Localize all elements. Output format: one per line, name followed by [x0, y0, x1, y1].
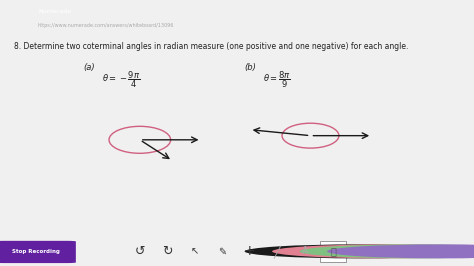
Text: ↻: ↻ [162, 245, 173, 258]
Circle shape [300, 244, 474, 258]
Text: $\theta = \dfrac{8\pi}{9}$: $\theta = \dfrac{8\pi}{9}$ [263, 69, 291, 90]
Text: (b): (b) [244, 63, 256, 72]
Text: $\theta = -\dfrac{9\pi}{4}$: $\theta = -\dfrac{9\pi}{4}$ [102, 69, 140, 90]
Text: Numerade: Numerade [38, 9, 71, 14]
Text: ✎: ✎ [218, 246, 227, 256]
Circle shape [272, 244, 474, 258]
Text: (a): (a) [83, 63, 95, 72]
Text: ↖: ↖ [191, 246, 199, 256]
Text: ↺: ↺ [135, 245, 145, 258]
Text: https://www.numerade.com/answers/whiteboard/13096: https://www.numerade.com/answers/whitebo… [38, 23, 174, 28]
FancyBboxPatch shape [0, 241, 76, 263]
Text: ╱: ╱ [274, 245, 281, 258]
Text: ⛾: ⛾ [330, 246, 336, 256]
Text: A: A [301, 246, 308, 256]
Text: 8. Determine two coterminal angles in radian measure (one positive and one negat: 8. Determine two coterminal angles in ra… [14, 42, 409, 51]
Circle shape [245, 244, 472, 258]
FancyBboxPatch shape [320, 242, 346, 263]
Text: +: + [244, 244, 255, 258]
Circle shape [327, 244, 474, 258]
Text: Stop Recording: Stop Recording [11, 249, 60, 254]
